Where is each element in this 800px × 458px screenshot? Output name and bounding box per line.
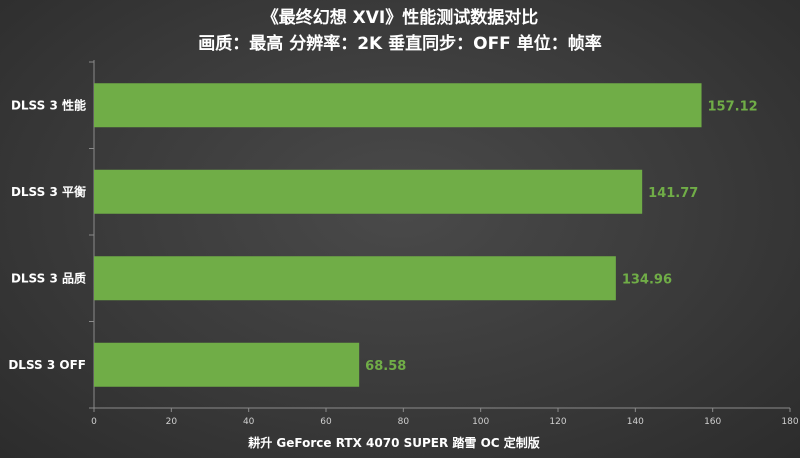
data-label: 68.58 [365, 359, 406, 374]
category-label: DLSS 3 OFF [8, 358, 86, 372]
category-label: DLSS 3 品质 [11, 270, 86, 285]
x-tick-label: 80 [398, 417, 410, 427]
bar [94, 256, 616, 301]
x-tick-label: 140 [627, 417, 644, 427]
x-tick-label: 0 [91, 417, 97, 427]
category-label: DLSS 3 平衡 [11, 184, 86, 199]
chart-title: 《最终幻想 XVI》性能测试数据对比 [261, 8, 539, 28]
x-tick-label: 120 [549, 417, 566, 427]
chart-subtitle: 画质：最高 分辨率：2K 垂直同步：OFF 单位：帧率 [198, 34, 602, 54]
data-label: 134.96 [622, 272, 672, 287]
bar [94, 342, 360, 387]
data-label: 141.77 [648, 186, 698, 201]
x-tick-label: 20 [166, 417, 178, 427]
category-label: DLSS 3 性能 [11, 97, 86, 112]
x-axis-label: 耕升 GeForce RTX 4070 SUPER 踏雪 OC 定制版 [248, 435, 540, 450]
data-label: 157.12 [708, 99, 758, 114]
bar [94, 83, 702, 128]
x-tick-label: 160 [704, 417, 721, 427]
x-tick-label: 100 [472, 417, 489, 427]
x-tick-label: 180 [781, 417, 798, 427]
bar [94, 169, 643, 214]
x-tick-label: 60 [320, 417, 332, 427]
x-tick-label: 40 [243, 417, 255, 427]
